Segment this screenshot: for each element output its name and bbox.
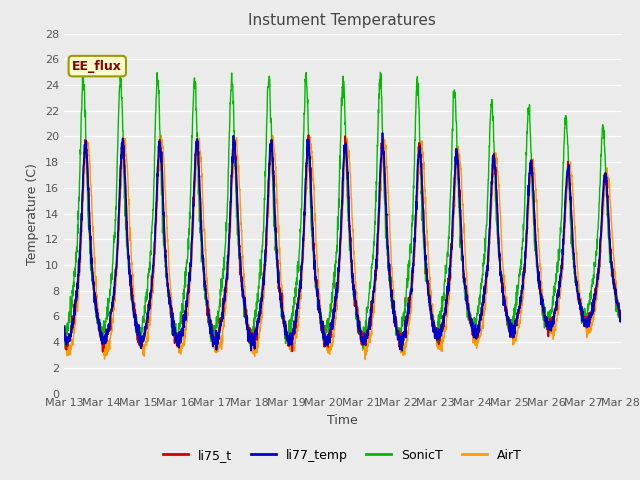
Legend: li75_t, li77_temp, SonicT, AirT: li75_t, li77_temp, SonicT, AirT: [158, 444, 527, 467]
Y-axis label: Temperature (C): Temperature (C): [26, 163, 39, 264]
X-axis label: Time: Time: [327, 414, 358, 427]
Text: EE_flux: EE_flux: [72, 60, 122, 72]
Title: Instument Temperatures: Instument Temperatures: [248, 13, 436, 28]
